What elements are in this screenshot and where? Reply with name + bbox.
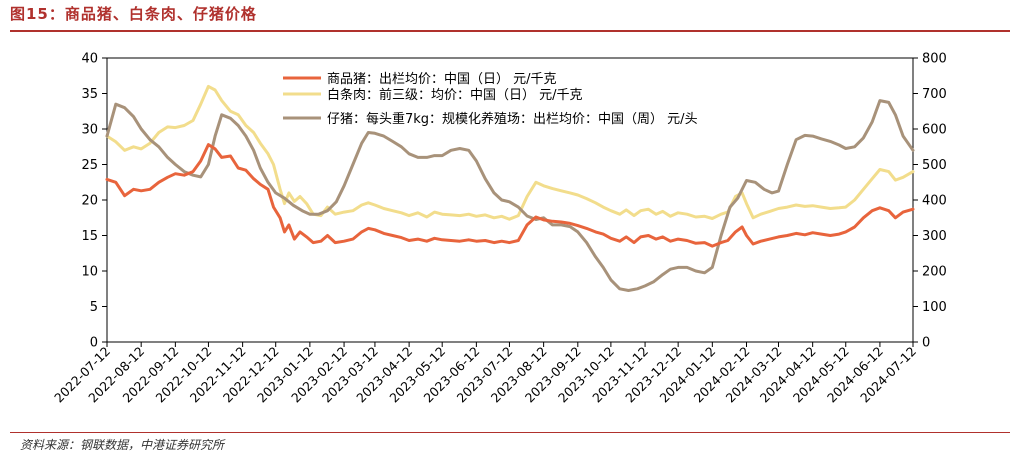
left-y-tick-label: 35 xyxy=(81,87,98,102)
left-y-tick-label: 10 xyxy=(81,265,98,280)
series-layer xyxy=(105,84,915,292)
left-y-tick-label: 20 xyxy=(81,194,98,209)
right-y-tick-label: 0 xyxy=(922,336,930,351)
right-y-tick-label: 700 xyxy=(922,87,947,102)
legend-label-1: 商品猪：出栏均价：中国（日） 元/千克 xyxy=(327,72,557,87)
right-y-tick-label: 500 xyxy=(922,158,947,173)
left-y-tick-label: 40 xyxy=(81,52,98,67)
left-y-tick-label: 5 xyxy=(90,300,98,315)
page-title: 图15：商品猪、白条肉、仔猪价格 xyxy=(10,5,257,23)
right-y-tick-label: 600 xyxy=(922,123,947,138)
source-note: 资料来源：钢联数据，中港证券研究所 xyxy=(20,438,225,452)
right-y-tick-label: 300 xyxy=(922,229,947,244)
right-y-tick-label: 200 xyxy=(922,265,947,280)
left-y-tick-label: 25 xyxy=(81,158,98,173)
left-y-tick-label: 0 xyxy=(90,336,98,351)
left-y-tick-label: 15 xyxy=(81,229,98,244)
left-y-tick-label: 30 xyxy=(81,123,98,138)
title-divider xyxy=(10,30,1010,32)
series-line-2 xyxy=(105,84,915,221)
right-y-tick-label: 400 xyxy=(922,194,947,209)
right-y-tick-label: 800 xyxy=(922,52,947,67)
legend-label-2: 白条肉：前三级：均价：中国（日） 元/千克 xyxy=(327,87,583,103)
right-y-axis: 0 100 200 300 400 500 600 700 800 xyxy=(913,52,947,351)
footer-divider xyxy=(10,432,1010,433)
series-line-1 xyxy=(105,143,915,248)
left-y-axis: 0 5 10 15 20 25 30 35 40 xyxy=(81,52,107,351)
legend-label-3: 仔猪：每头重7kg：规模化养殖场：出栏均价：中国（周） 元/头 xyxy=(327,111,698,127)
series-line-3 xyxy=(105,99,915,292)
x-axis: 2022-07-122022-08-122022-09-122022-10-12… xyxy=(51,342,919,405)
right-y-tick-label: 100 xyxy=(922,300,947,315)
